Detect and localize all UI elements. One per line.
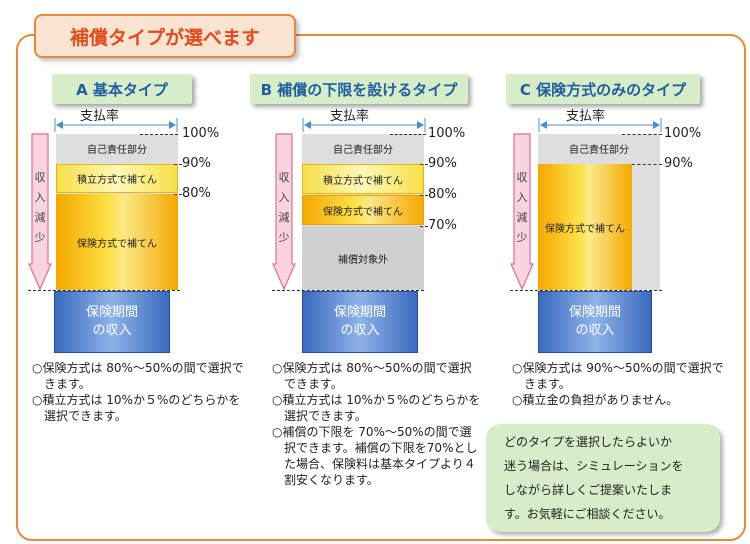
panel-c-self-label: 自己責任部分	[569, 144, 629, 156]
panel-b-note-2: ○積立方式は 10%か５%のどちらかを選択できます。	[272, 393, 481, 423]
panel-b-income-block: 保険期間 の収入	[302, 291, 418, 353]
panel-a-income-label-2: の収入	[92, 323, 132, 338]
panel-a-level-80: 80%	[182, 186, 211, 201]
panel-a-line-80	[174, 194, 182, 195]
panel-b-arrow-char-1: 収	[278, 171, 290, 184]
panel-b-line-80	[420, 195, 428, 196]
panel-c-income-decrease-arrow	[510, 133, 534, 291]
panel-b-level-100: 100%	[428, 126, 466, 141]
panel-c-note-1: ○保険方式は 90%～50%の間で選択できます。	[512, 361, 724, 391]
recommendation-box: どのタイプを選択したらよいか 迷う場合は、シミュレーションを しながら詳しくご提…	[486, 424, 720, 532]
panel-a-income-label-1: 保険期間	[85, 305, 138, 320]
panel-b-pay-rate-label: 支払率	[330, 109, 370, 124]
panel-c-insurance-segment	[538, 164, 632, 290]
panel-c-line-90	[632, 164, 662, 165]
panel-b-income-decrease-arrow	[272, 133, 296, 291]
panel-a-reserve-segment	[56, 164, 178, 193]
panel-c-insurance-label: 保険方式で補てん	[545, 223, 625, 235]
panel-b-note-1: ○保険方式は 80%～50%の間で選択できます。	[272, 361, 472, 391]
panel-a-pay-rate-label: 支払率	[80, 109, 120, 124]
panel-c-income-block: 保険期間 の収入	[538, 291, 652, 353]
content-frame	[16, 34, 746, 541]
panel-b-title: B 補償の下限を設けるタイプ	[250, 74, 468, 104]
panel-a-income-block: 保険期間 の収入	[54, 291, 170, 353]
panel-c-level-100: 100%	[664, 126, 702, 141]
panel-b-level-90: 90%	[428, 156, 457, 171]
panel-b-notes: ○保険方式は 80%～50%の間で選択できます。 ○積立方式は 10%か５%のど…	[272, 360, 482, 488]
panel-a-title: A 基本タイプ	[52, 74, 192, 104]
panel-c-arrow-char-4: 少	[516, 231, 528, 244]
panel-c-income-line	[510, 290, 662, 291]
panel-c-arrow-char-1: 収	[516, 171, 528, 184]
panel-a-note-2: ○積立方式は 10%か５%のどちらかを選択できます。	[32, 393, 241, 423]
panel-b-reserve-label: 積立方式で補てん	[323, 175, 403, 187]
panel-c-arrow-char-3: 減	[516, 211, 528, 224]
panel-b-excluded-label: 補償対象外	[338, 254, 388, 266]
panel-b-line-70	[420, 226, 428, 227]
panel-a-width-arrow	[54, 118, 178, 132]
panel-b-arrow-char-4: 少	[278, 231, 290, 244]
panel-c-income-label-1: 保険期間	[568, 305, 621, 320]
panel-b-income-label-1: 保険期間	[333, 305, 386, 320]
panel-a-level-100: 100%	[182, 126, 220, 141]
panel-b-income-line	[272, 290, 424, 291]
panel-a-self-label: 自己責任部分	[87, 144, 147, 156]
panel-b-income-label-2: の収入	[340, 323, 380, 338]
panel-b-level-80: 80%	[428, 187, 457, 202]
panel-a-level-90: 90%	[182, 156, 211, 171]
panel-b-insurance-label: 保険方式で補てん	[323, 206, 403, 218]
recommendation-line-1: どのタイプを選択したらよいか	[504, 435, 673, 449]
panel-b-arrow-char-2: 入	[278, 191, 290, 204]
panel-b-line-100	[390, 134, 426, 135]
panel-c-income-label-2: の収入	[575, 323, 615, 338]
panel-c-level-90: 90%	[664, 156, 693, 171]
panel-a-arrow-char-3: 減	[34, 211, 46, 224]
panel-b-excluded-segment	[302, 226, 424, 290]
panel-b-line-90	[420, 164, 428, 165]
panel-c-pay-rate-label: 支払率	[566, 109, 606, 124]
panel-a-insurance-label: 保険方式で補てん	[77, 238, 157, 250]
panel-c-width-arrow	[538, 118, 662, 132]
recommendation-line-3: しながら詳しくご提案いたしま	[504, 483, 673, 497]
page-title: 補償タイプが選べます	[34, 14, 296, 58]
panel-b-note-3: ○補償の下限を 70%～50%の間で選択できます。補償の下限を70%とした場合、…	[272, 425, 478, 487]
panel-b-reserve-segment	[302, 164, 424, 194]
panel-a-income-decrease-arrow	[28, 133, 52, 291]
panel-b-self-label: 自己責任部分	[333, 144, 393, 156]
panel-b-level-70: 70%	[428, 218, 457, 233]
panel-a-arrow-char-1: 収	[34, 171, 46, 184]
panel-a-insurance-segment	[56, 194, 178, 290]
panel-c-notes: ○保険方式は 90%～50%の間で選択できます。 ○積立金の負担がありません。	[512, 360, 724, 408]
panel-a-income-line	[28, 290, 180, 291]
panel-b-insurance-segment	[302, 195, 424, 225]
panel-b-arrow-char-3: 減	[278, 211, 290, 224]
panel-a-line-100	[140, 134, 178, 135]
panel-a-line-90	[174, 164, 182, 165]
panel-a-arrow-char-2: 入	[34, 191, 46, 204]
panel-a-reserve-label: 積立方式で補てん	[77, 175, 157, 186]
panel-c-arrow-char-2: 入	[516, 191, 528, 204]
recommendation-line-2: 迷う場合は、シミュレーションを	[504, 459, 684, 473]
recommendation-line-4: す。お気軽にご相談ください。	[504, 507, 671, 521]
panel-c-note-2: ○積立金の負担がありません。	[512, 393, 679, 407]
panel-a-notes: ○保険方式は 80%～50%の間で選択できます。 ○積立方式は 10%か５%のど…	[32, 360, 244, 424]
panel-c-line-100	[622, 134, 662, 135]
panel-a-arrow-char-4: 少	[34, 231, 46, 244]
panel-a-note-1: ○保険方式は 80%～50%の間で選択できます。	[32, 361, 244, 391]
panel-c-title: C 保険方式のみのタイプ	[506, 74, 700, 104]
panel-b-width-arrow	[302, 118, 426, 132]
